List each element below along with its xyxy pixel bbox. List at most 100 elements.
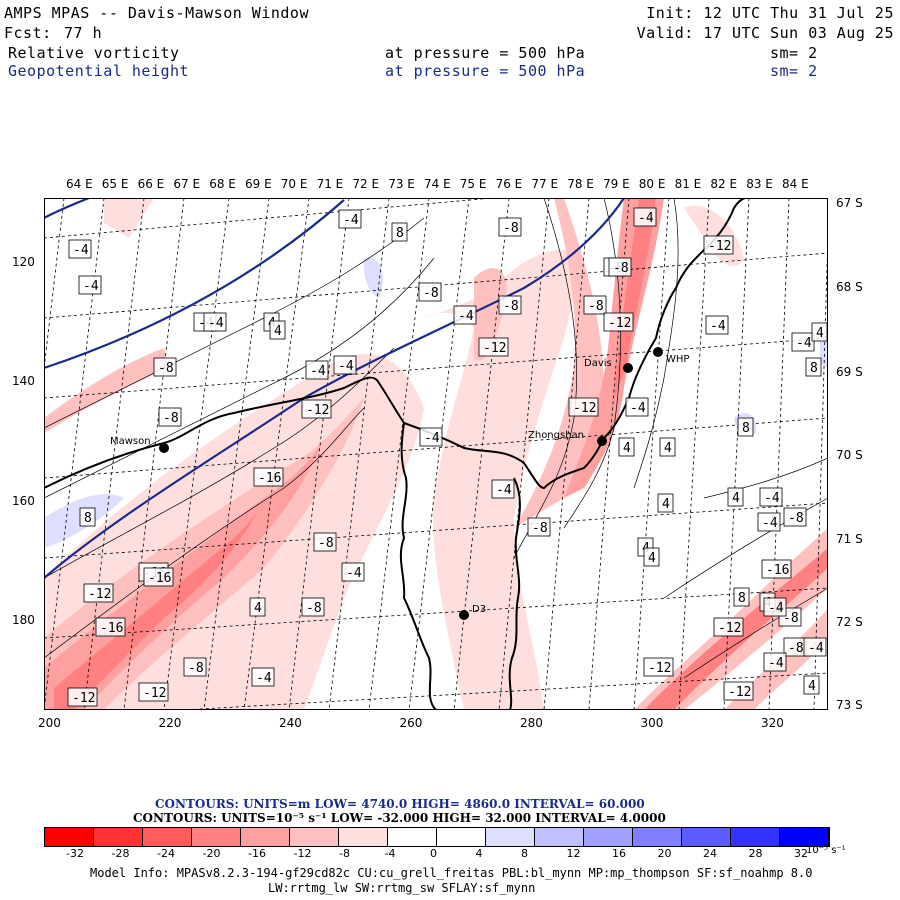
svg-text:-4: -4: [762, 516, 778, 531]
latitude-label: 70 S: [836, 448, 863, 462]
contour-label: -4: [803, 637, 827, 657]
field2-level: at pressure = 500 hPa: [385, 62, 586, 80]
svg-text:-8: -8: [788, 511, 804, 526]
svg-text:-16: -16: [766, 563, 789, 578]
svg-text:-4: -4: [256, 671, 272, 686]
map-canvas: Mawson Davis WHP Zhongshan D3 -4-4-4-8-4…: [44, 198, 828, 710]
svg-text:-8: -8: [532, 521, 548, 536]
contour-label: 4: [657, 493, 674, 513]
color-bar-unit: 10⁻⁵ s⁻¹: [806, 845, 846, 856]
station-dot-d3[interactable]: [459, 610, 469, 620]
y-tick-label: 140: [12, 374, 35, 388]
longitude-label: 72 E: [352, 177, 380, 191]
longitude-label: 64 E: [66, 177, 93, 191]
color-bar-swatch: [584, 828, 633, 846]
contour-label: -16: [95, 617, 126, 637]
contour-label: -4: [251, 667, 275, 687]
svg-text:-16: -16: [148, 571, 171, 586]
field1-name: Relative vorticity: [8, 44, 180, 62]
svg-text:-4: -4: [808, 641, 824, 656]
contour-label: 4: [659, 437, 676, 457]
svg-text:-4: -4: [768, 601, 784, 616]
contour-label: -4: [338, 209, 362, 229]
color-bar-label: 28: [748, 847, 763, 860]
contour-label: -4: [333, 355, 357, 375]
latitude-label: 68 S: [836, 280, 863, 294]
color-bar-swatch: [535, 828, 584, 846]
color-bar-label: 4: [475, 847, 483, 860]
y-tick-label: 120: [12, 255, 35, 269]
contour-label: -4: [705, 315, 729, 335]
contour-label: -4: [305, 360, 329, 380]
contour-label: -4: [68, 239, 92, 259]
contour-label: -4: [203, 312, 227, 332]
color-bar-label: 20: [657, 847, 672, 860]
svg-text:-8: -8: [318, 536, 334, 551]
svg-text:8: 8: [742, 421, 750, 436]
svg-text:-8: -8: [163, 411, 179, 426]
svg-text:-12: -12: [728, 685, 751, 700]
contour-label: -8: [498, 217, 522, 237]
contour-label: -4: [419, 427, 443, 447]
svg-text:-8: -8: [158, 361, 174, 376]
latitude-label: 67 S: [836, 196, 863, 210]
color-bar-label: 0: [430, 847, 437, 860]
station-dot-mawson[interactable]: [159, 443, 169, 453]
longitude-label: 80 E: [638, 177, 666, 191]
color-bar-label: -12: [293, 847, 312, 860]
contour-label: -12: [603, 312, 634, 332]
svg-text:-8: -8: [423, 286, 439, 301]
contour-label: 4: [618, 437, 635, 457]
latitude-label: 72 S: [836, 615, 863, 629]
color-bar-swatch: [290, 828, 339, 846]
svg-text:-12: -12: [573, 401, 596, 416]
forecast-hour: 77 h: [64, 24, 103, 42]
color-bar-swatch: [45, 828, 94, 846]
contour-label: 4: [643, 547, 660, 567]
contour-label: -8: [301, 597, 325, 617]
color-bar-label: 16: [612, 847, 626, 860]
model-info: Model Info: MPASv8.2.3-194-gf29cd82c CU:…: [90, 866, 813, 880]
svg-text:8: 8: [738, 591, 746, 606]
svg-text:-4: -4: [768, 656, 784, 671]
color-bar: [44, 827, 830, 847]
contour-label: -4: [763, 597, 787, 617]
color-bar-swatch: [437, 828, 486, 846]
contour-labels: -4-4-4-8-4-48-8-8-8-4-4-8-44-8-12-12-8-8…: [67, 207, 828, 707]
svg-text:-8: -8: [788, 641, 804, 656]
svg-text:-12: -12: [648, 661, 671, 676]
longitude-label: 78 E: [567, 177, 594, 191]
svg-text:4: 4: [816, 326, 824, 341]
svg-text:-4: -4: [638, 211, 654, 226]
field2-smoothing: sm= 2: [770, 62, 818, 80]
color-bar-label: 8: [521, 847, 528, 860]
longitude-label: 67 E: [173, 177, 201, 191]
x-tick-label: 240: [279, 716, 302, 730]
y-tick-label: 160: [12, 494, 35, 508]
field1-level: at pressure = 500 hPa: [385, 44, 586, 62]
station-dot-zhongshan[interactable]: [597, 436, 607, 446]
model-info-2: LW:rrtmg_lw SW:rrtmg_sw SFLAY:sf_mynn: [268, 881, 536, 895]
contour-label: -12: [301, 399, 332, 419]
longitude-label: 75 E: [459, 177, 487, 191]
station-dot-whp[interactable]: [653, 347, 663, 357]
contour-label: -8: [418, 282, 442, 302]
valid-time: Valid: 17 UTC Sun 03 Aug 25: [636, 24, 894, 42]
contour-label: -8: [498, 295, 522, 315]
x-tick-label: 260: [399, 716, 423, 730]
station-dot-davis[interactable]: [623, 363, 633, 373]
svg-text:-12: -12: [708, 239, 731, 254]
color-bar-swatch: [388, 828, 437, 846]
contour-label: 8: [79, 507, 96, 527]
longitude-label: 65 E: [101, 177, 129, 191]
longitude-label: 68 E: [209, 177, 236, 191]
contour-label: 8: [391, 222, 408, 242]
longitude-label: 71 E: [316, 177, 344, 191]
longitude-label: 69 E: [245, 177, 272, 191]
svg-text:-12: -12: [483, 341, 506, 356]
svg-text:-4: -4: [424, 431, 440, 446]
contour-label: -12: [568, 397, 599, 417]
longitude-label: 76 E: [495, 177, 523, 191]
station-label: Davis: [584, 358, 612, 369]
color-bar-swatch: [192, 828, 241, 846]
